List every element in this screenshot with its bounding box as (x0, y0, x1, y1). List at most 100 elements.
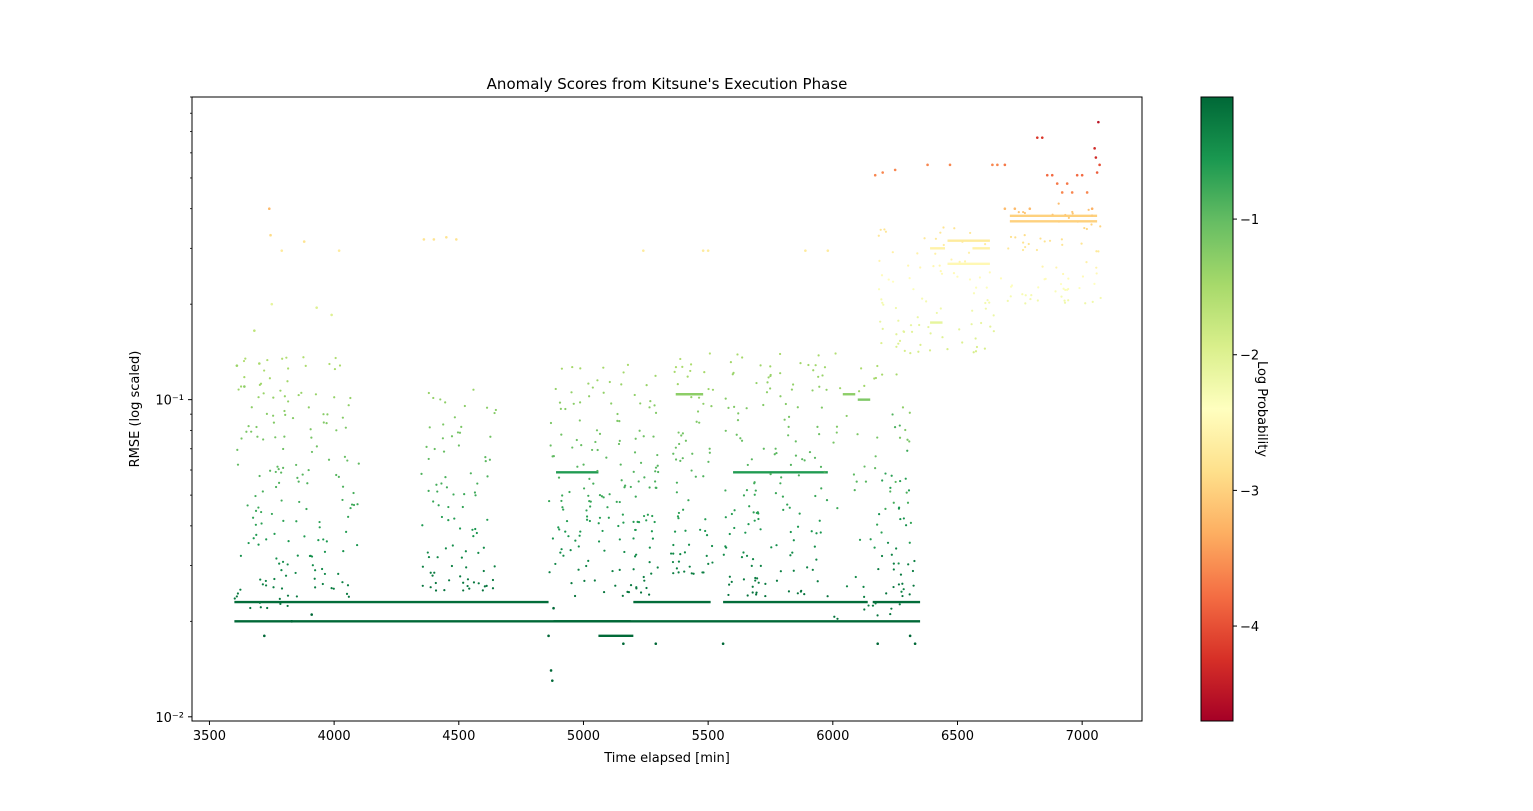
data-point (769, 374, 772, 378)
data-point (791, 551, 794, 554)
data-point (632, 537, 635, 540)
data-point (894, 306, 898, 310)
data-point (474, 494, 477, 497)
data-point (880, 554, 884, 558)
data-point (733, 526, 736, 530)
data-point (728, 575, 731, 578)
data-point (477, 551, 480, 554)
data-point (815, 532, 818, 535)
data-point (975, 286, 978, 289)
data-point (323, 550, 327, 553)
data-point (597, 522, 600, 525)
data-point (1021, 293, 1024, 296)
data-point (315, 306, 318, 309)
data-point (1028, 207, 1032, 210)
data-point (587, 382, 590, 385)
data-point (690, 469, 693, 472)
data-point (813, 456, 817, 459)
x-axis-label: Time elapsed [min] (603, 751, 730, 766)
data-point (421, 524, 424, 527)
data-point (774, 447, 777, 450)
data-point (702, 475, 705, 478)
data-point (349, 396, 352, 400)
data-point (305, 507, 308, 511)
data-point (240, 437, 243, 440)
data-point (1024, 294, 1027, 297)
data-point (706, 249, 710, 252)
data-point (643, 579, 646, 582)
data-point (925, 300, 928, 303)
data-point (347, 515, 350, 518)
data-point (456, 431, 460, 434)
data-point (444, 401, 447, 404)
data-point (917, 350, 920, 353)
data-point (318, 526, 321, 529)
data-point (1040, 136, 1044, 139)
data-point (445, 486, 449, 489)
data-point (818, 385, 821, 388)
data-point (941, 336, 944, 339)
data-point (235, 364, 239, 367)
data-point (746, 594, 749, 597)
colorbar-label: Log Probability (1254, 361, 1269, 457)
data-point (908, 593, 911, 596)
data-point (940, 272, 944, 275)
data-point (345, 592, 349, 595)
data-point (255, 533, 258, 537)
data-point (876, 523, 879, 526)
data-point (745, 407, 748, 410)
data-point (634, 528, 637, 532)
data-point (727, 406, 730, 409)
data-point (696, 410, 700, 413)
data-point (1090, 214, 1094, 217)
data-point (902, 588, 905, 591)
data-point (580, 444, 583, 447)
data-point (597, 540, 601, 543)
data-point (549, 421, 553, 425)
data-point (950, 258, 953, 261)
data-point (437, 504, 440, 507)
data-point (890, 607, 893, 610)
data-point (1057, 220, 1061, 223)
data-point (789, 530, 792, 534)
data-point (711, 561, 714, 564)
data-point (808, 450, 812, 454)
data-point (778, 352, 782, 356)
data-point (634, 437, 637, 440)
data-point (243, 376, 246, 379)
data-point (892, 562, 895, 565)
data-point (669, 552, 673, 555)
data-point (756, 577, 759, 580)
data-point (585, 515, 589, 518)
data-point (863, 465, 866, 468)
data-point (421, 565, 424, 568)
data-point (885, 592, 888, 595)
data-point (654, 642, 658, 646)
data-point (913, 642, 917, 646)
data-point (255, 425, 258, 429)
data-point (1076, 220, 1079, 223)
data-point (942, 243, 945, 247)
data-point (342, 550, 345, 553)
data-point (450, 435, 454, 438)
data-point (880, 298, 883, 301)
data-point (948, 163, 952, 167)
data-point (252, 537, 255, 540)
data-point (239, 554, 242, 557)
data-point (1095, 272, 1098, 275)
data-point (674, 446, 677, 449)
data-point (919, 266, 922, 269)
data-point (691, 452, 694, 455)
data-point (314, 393, 318, 396)
data-point (570, 391, 573, 394)
data-point (747, 523, 750, 526)
data-point (1064, 213, 1067, 217)
data-point (708, 451, 711, 454)
y-axis: 10⁻² 10⁻¹ (155, 96, 192, 726)
data-point (909, 521, 913, 524)
colorbar-tick-label: −1 (1240, 213, 1259, 228)
data-point (826, 595, 829, 598)
data-point (596, 469, 599, 473)
data-point (246, 504, 249, 507)
data-point (560, 499, 563, 503)
